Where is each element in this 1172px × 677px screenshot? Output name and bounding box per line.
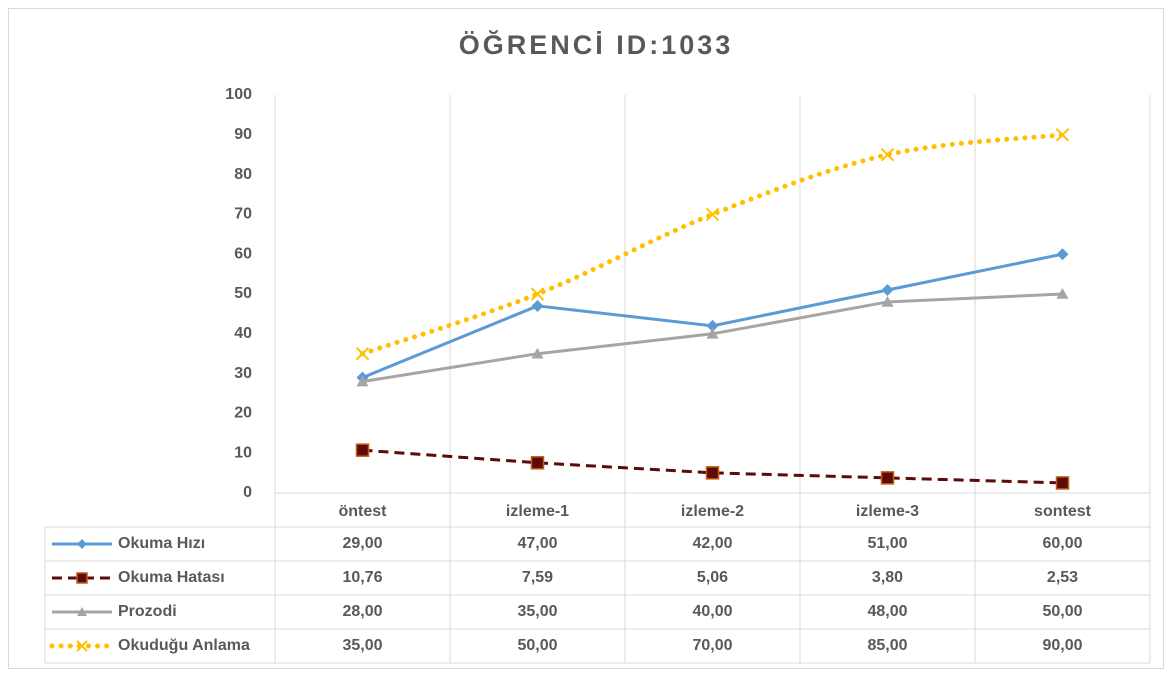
marker <box>881 284 894 297</box>
legend-label: Okuma Hızı <box>118 535 205 552</box>
marker <box>1056 248 1069 261</box>
table-value: 90,00 <box>1042 637 1082 654</box>
table-value: 28,00 <box>342 603 382 620</box>
y-tick-label: 20 <box>234 405 252 422</box>
legend-label: Okuduğu Anlama <box>118 637 250 654</box>
table-value: 85,00 <box>867 637 907 654</box>
marker <box>530 456 545 470</box>
marker <box>706 327 719 339</box>
table-value: 40,00 <box>692 603 732 620</box>
y-tick-label: 100 <box>225 86 252 103</box>
legend-label: Okuma Hatası <box>118 569 225 586</box>
table-value: 2,53 <box>1047 569 1078 586</box>
legend-marker <box>77 607 87 616</box>
marker <box>880 147 895 162</box>
y-tick-label: 30 <box>234 365 252 382</box>
y-tick-label: 0 <box>243 484 252 501</box>
table-value: 7,59 <box>522 569 553 586</box>
marker <box>705 207 720 222</box>
table-value: 50,00 <box>1042 603 1082 620</box>
marker <box>531 347 544 359</box>
table-value: 35,00 <box>342 637 382 654</box>
y-tick-label: 70 <box>234 206 252 223</box>
table-value: 3,80 <box>872 569 903 586</box>
x-tick-label: izleme-1 <box>506 503 569 520</box>
marker <box>881 295 894 307</box>
table-value: 50,00 <box>517 637 557 654</box>
chart-title: ÖĞRENCİ ID:1033 <box>459 29 734 60</box>
table-value: 5,06 <box>697 569 728 586</box>
legend-marker <box>76 572 88 584</box>
y-tick-label: 10 <box>234 444 252 461</box>
marker <box>355 346 370 361</box>
table-value: 70,00 <box>692 637 732 654</box>
table-value: 29,00 <box>342 535 382 552</box>
y-tick-label: 80 <box>234 166 252 183</box>
series-line <box>362 448 1063 485</box>
table-value: 10,76 <box>342 569 382 586</box>
legend-marker <box>77 539 87 549</box>
table-value: 35,00 <box>517 603 557 620</box>
x-tick-label: sontest <box>1034 503 1092 520</box>
legend-label: Prozodi <box>118 603 177 620</box>
table-value: 42,00 <box>692 535 732 552</box>
marker <box>531 299 544 312</box>
chart-border <box>8 8 1164 669</box>
marker <box>1056 288 1069 299</box>
x-tick-label: izleme-3 <box>856 503 919 520</box>
marker <box>530 287 545 301</box>
marker <box>356 375 369 387</box>
y-tick-label: 60 <box>234 245 252 262</box>
marker <box>1055 476 1070 490</box>
y-tick-label: 50 <box>234 285 252 302</box>
marker <box>880 471 895 485</box>
table-value: 51,00 <box>867 535 907 552</box>
x-tick-label: öntest <box>339 503 388 520</box>
y-tick-label: 40 <box>234 325 252 342</box>
y-tick-label: 90 <box>234 126 252 143</box>
x-tick-label: izleme-2 <box>681 503 744 520</box>
marker <box>705 466 720 480</box>
legend-marker <box>76 640 88 652</box>
table-value: 60,00 <box>1042 535 1082 552</box>
marker <box>355 443 370 457</box>
table-value: 48,00 <box>867 603 907 620</box>
table-value: 47,00 <box>517 535 557 552</box>
marker <box>1055 128 1070 142</box>
marker <box>706 319 719 332</box>
